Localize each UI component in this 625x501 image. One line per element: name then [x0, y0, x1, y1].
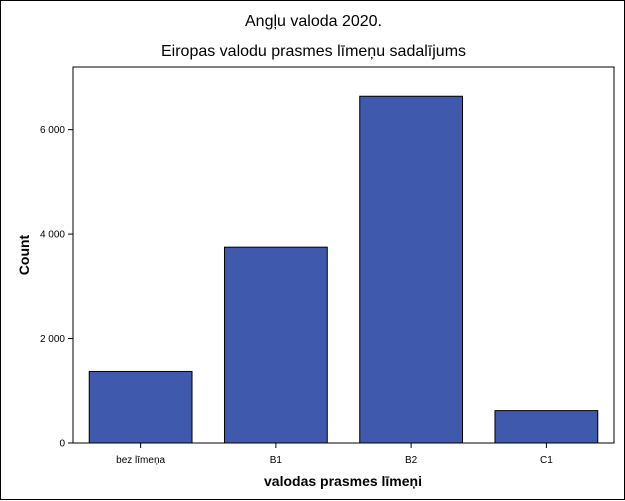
y-tick-label: 0 [59, 439, 65, 450]
x-tick-label: B2 [405, 455, 418, 466]
chart-title: Angļu valoda 2020. [245, 13, 382, 30]
bar-c1 [494, 410, 599, 444]
x-tick-label: bez līmeņa [116, 455, 165, 466]
x-axis-ticks: bez līmeņa B1 B2 C1 [116, 443, 553, 466]
y-tick-label: 2 000 [40, 334, 65, 345]
x-tick-label: B1 [270, 455, 283, 466]
bar-b2 [359, 95, 464, 444]
chart-subtitle: Eiropas valodu prasmes līmeņu sadalījums [160, 43, 467, 60]
x-axis-title: valodas prasmes līmeņi [264, 473, 422, 489]
y-tick-label: 4 000 [40, 230, 65, 241]
y-tick-label: 6 000 [40, 125, 65, 136]
bars-group [88, 95, 599, 444]
x-tick-label: C1 [540, 455, 553, 466]
bar-b1 [223, 246, 328, 444]
y-axis-ticks: 0 2 000 4 000 6 000 [40, 125, 73, 450]
bar-bez-limena [88, 370, 193, 444]
y-axis-title: Count [16, 234, 32, 275]
